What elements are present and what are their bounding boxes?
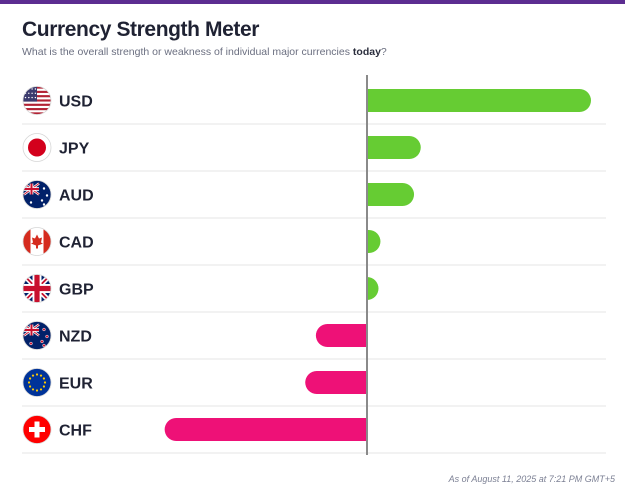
top-accent-bar <box>0 0 625 4</box>
strength-bar-cad <box>367 230 381 253</box>
strength-bar-gbp <box>367 277 379 300</box>
currency-row-cad: CAD <box>22 227 381 256</box>
subtitle-text: What is the overall strength or weakness… <box>22 46 353 58</box>
strength-bar-nzd <box>315 324 367 347</box>
currency-label: GBP <box>59 282 94 299</box>
flag-outline <box>22 180 52 209</box>
jp-flag-icon <box>22 133 52 162</box>
flag-graphic <box>23 227 51 256</box>
strength-bar-usd <box>367 89 591 112</box>
flag-graphic <box>23 180 51 209</box>
currency-label: AUD <box>59 188 94 205</box>
ch-flag-icon <box>22 415 52 444</box>
currency-row-jpy: JPY <box>22 133 421 162</box>
flag-outline <box>22 133 52 162</box>
eu-flag-icon <box>22 368 52 397</box>
page-subtitle: What is the overall strength or weakness… <box>22 46 387 58</box>
currency-label: JPY <box>59 141 90 158</box>
currency-row-chf: CHF <box>22 415 367 444</box>
currency-row-usd: USD <box>22 86 591 115</box>
flag-outline <box>22 321 52 350</box>
flag-outline <box>22 415 52 444</box>
us-flag-icon <box>22 86 52 115</box>
flag-graphic <box>23 415 51 444</box>
strength-bar-chf <box>164 418 367 441</box>
currency-label: CHF <box>59 423 92 440</box>
flag-graphic <box>23 274 51 303</box>
au-flag-icon <box>22 180 52 209</box>
currency-label: EUR <box>59 376 93 393</box>
ca-flag-icon <box>22 227 52 256</box>
subtitle-emphasis: today <box>352 46 381 58</box>
subtitle-suffix: ? <box>380 46 387 58</box>
currency-row-nzd: NZD <box>22 321 367 350</box>
strength-bar-eur <box>305 371 367 394</box>
flag-outline <box>22 227 52 256</box>
flag-outline <box>22 86 52 115</box>
flag-graphic <box>23 321 51 350</box>
timestamp: As of August 11, 2025 at 7:21 PM GMT+5 <box>448 474 615 484</box>
gb-flag-icon <box>22 274 52 303</box>
currency-label: CAD <box>59 235 94 252</box>
strength-bar-jpy <box>367 136 421 159</box>
currency-row-eur: EUR <box>22 368 367 397</box>
flag-graphic <box>23 133 51 162</box>
currency-row-aud: AUD <box>22 180 415 209</box>
currency-label: USD <box>59 94 93 111</box>
nz-flag-icon <box>22 321 52 350</box>
flag-graphic <box>23 368 51 397</box>
page-title: Currency Strength Meter <box>22 18 260 41</box>
flag-outline <box>22 274 52 303</box>
strength-bar-aud <box>367 183 415 206</box>
currency-label: NZD <box>59 329 92 346</box>
currency-row-gbp: GBP <box>22 274 379 303</box>
flag-outline <box>22 368 52 397</box>
